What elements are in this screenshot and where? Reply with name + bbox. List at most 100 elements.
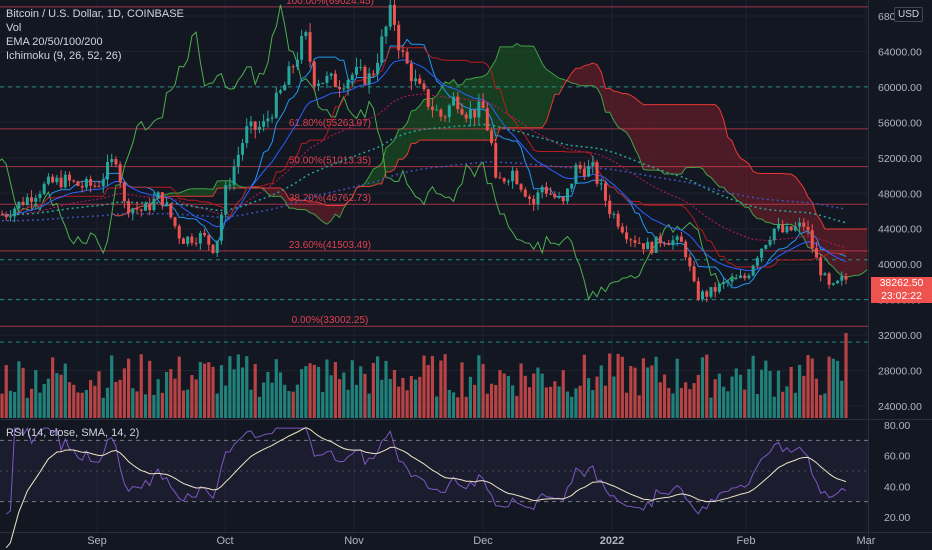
volume-bar bbox=[722, 386, 726, 418]
volume-bar bbox=[730, 376, 734, 418]
candle-body bbox=[173, 217, 177, 227]
candle-body bbox=[384, 26, 388, 37]
cloud-segment bbox=[715, 104, 720, 188]
volume-bar bbox=[435, 396, 439, 418]
candle-body bbox=[181, 238, 185, 244]
volume-bar bbox=[827, 356, 831, 418]
cloud-segment bbox=[491, 59, 496, 141]
candle-body bbox=[224, 185, 228, 215]
volume-bar bbox=[177, 356, 181, 418]
candle-body bbox=[300, 35, 304, 60]
cloud-segment bbox=[280, 188, 285, 201]
volume-bar bbox=[397, 386, 401, 418]
currency-badge[interactable]: USD bbox=[894, 7, 924, 22]
volume-bar bbox=[224, 385, 228, 418]
volume-bar bbox=[814, 378, 819, 418]
volume-legend[interactable]: Vol bbox=[6, 22, 22, 34]
volume-bar bbox=[713, 379, 717, 418]
candle-body bbox=[80, 185, 84, 188]
volume-bar bbox=[797, 364, 802, 418]
candle-body bbox=[148, 203, 152, 211]
candle-body bbox=[612, 213, 616, 215]
cloud-segment bbox=[402, 123, 408, 160]
ema-legend[interactable]: EMA 20/50/100/200 bbox=[6, 36, 103, 48]
volume-bar bbox=[240, 367, 245, 418]
cloud-segment bbox=[533, 46, 538, 128]
cloud-segment bbox=[440, 81, 446, 141]
volume-bar bbox=[764, 360, 768, 418]
cloud-segment bbox=[390, 139, 395, 172]
candle-body bbox=[131, 208, 135, 214]
volume-bar bbox=[17, 361, 21, 418]
candle-body bbox=[59, 177, 63, 188]
volume-bar bbox=[409, 376, 413, 418]
volume-bar bbox=[599, 365, 603, 418]
volume-bar bbox=[232, 369, 236, 418]
candle-body bbox=[122, 182, 126, 202]
candle-body bbox=[473, 109, 477, 118]
volume-bar bbox=[215, 393, 219, 418]
cloud-segment bbox=[272, 188, 277, 197]
candle-body bbox=[760, 248, 764, 258]
cloud-segment bbox=[710, 104, 716, 183]
cloud-segment bbox=[736, 151, 741, 203]
candle-body bbox=[274, 92, 278, 118]
cloud-segment bbox=[761, 173, 766, 223]
candle-body bbox=[409, 63, 413, 82]
volume-bar bbox=[164, 371, 169, 418]
price-tick-label: 24000.00 bbox=[878, 401, 922, 413]
volume-bar bbox=[515, 395, 519, 418]
cloud-segment bbox=[326, 205, 332, 225]
volume-bar bbox=[8, 390, 13, 418]
candle-body bbox=[228, 184, 232, 186]
time-tick-label: Dec bbox=[473, 535, 493, 547]
price-tick-label: 28000.00 bbox=[878, 366, 922, 378]
cloud-segment bbox=[706, 104, 711, 178]
volume-bar bbox=[122, 368, 126, 418]
cloud-segment bbox=[377, 163, 382, 184]
cloud-segment bbox=[445, 81, 450, 141]
volume-bar bbox=[717, 373, 721, 418]
volume-bar bbox=[447, 390, 451, 418]
volume-bar bbox=[363, 373, 367, 418]
candle-body bbox=[380, 36, 384, 63]
candle-body bbox=[494, 143, 498, 178]
candle-body bbox=[42, 183, 46, 194]
candle-body bbox=[452, 96, 456, 106]
chart-title[interactable]: Bitcoin / U.S. Dollar, 1D, COINBASE bbox=[6, 8, 184, 20]
cloud-segment bbox=[466, 79, 471, 141]
cloud-segment bbox=[744, 160, 749, 208]
cloud-segment bbox=[415, 105, 420, 144]
candle-body bbox=[435, 109, 439, 111]
volume-bar bbox=[287, 390, 291, 418]
ichimoku-legend[interactable]: Ichimoku (9, 26, 52, 26) bbox=[6, 50, 122, 62]
fib-level-label: 23.60%(41503.49) bbox=[289, 240, 371, 251]
candle-body bbox=[709, 287, 713, 297]
volume-bar bbox=[519, 363, 523, 418]
cloud-segment bbox=[546, 69, 551, 122]
volume-bar bbox=[684, 382, 688, 418]
volume-bar bbox=[105, 387, 110, 418]
cloud-segment bbox=[213, 181, 218, 197]
volume-bar bbox=[793, 392, 797, 418]
candle-body bbox=[798, 222, 802, 227]
cloud-segment bbox=[748, 163, 754, 215]
volume-bar bbox=[595, 376, 599, 418]
volume-bar bbox=[629, 366, 633, 418]
cloud-segment bbox=[622, 93, 627, 133]
candle-body bbox=[502, 178, 506, 182]
rsi-legend[interactable]: RSI (14, close, SMA, 14, 2) bbox=[6, 427, 140, 439]
candle-body bbox=[692, 266, 696, 282]
volume-bar bbox=[160, 392, 164, 418]
cloud-segment bbox=[200, 188, 205, 197]
volume-bar bbox=[21, 367, 25, 418]
cloud-segment bbox=[694, 104, 699, 168]
candle-body bbox=[63, 174, 67, 188]
candle-body bbox=[739, 275, 742, 278]
volume-bar bbox=[101, 397, 105, 418]
volume-bar bbox=[181, 390, 186, 418]
volume-bar bbox=[114, 381, 118, 418]
candle-body bbox=[13, 208, 17, 217]
volume-bar bbox=[709, 397, 713, 418]
